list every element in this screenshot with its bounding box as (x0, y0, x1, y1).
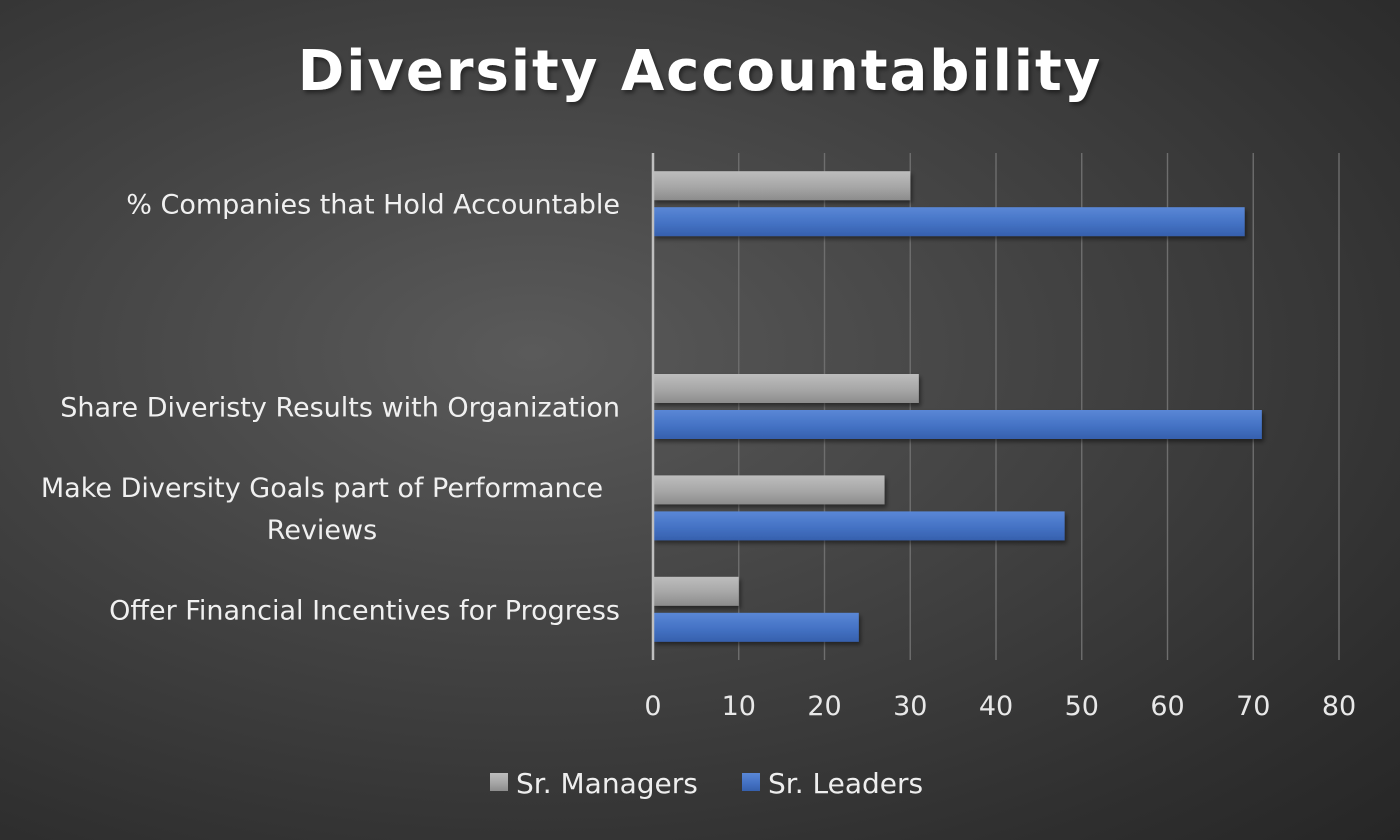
x-tick-label: 0 (644, 691, 661, 722)
category-label: Offer Financial Incentives for Progress (109, 595, 620, 626)
bar-sr-managers (653, 475, 885, 505)
bar-sr-managers (653, 171, 911, 201)
category-label-line: Offer Financial Incentives for Progress (109, 595, 620, 626)
bar-sr-leaders (653, 207, 1245, 237)
x-tick-label: 60 (1150, 691, 1184, 722)
category-label: % Companies that Hold Accountable (126, 190, 620, 221)
x-tick-label: 50 (1065, 691, 1099, 722)
category-labels: % Companies that Hold Accountable Share D… (41, 190, 620, 627)
bar-sr-managers (653, 374, 919, 403)
category-label-line: Make Diversity Goals part of Performance (41, 473, 603, 504)
legend-label: Sr. Managers (516, 767, 698, 800)
bar-sr-leaders (653, 410, 1262, 439)
legend-swatch (490, 773, 508, 791)
bar-sr-leaders (653, 612, 859, 642)
category-label: Share Diveristy Results with Organizatio… (60, 393, 620, 424)
legend: Sr. Managers Sr. Leaders (490, 767, 923, 800)
x-tick-label: 40 (979, 691, 1013, 722)
chart-title: Diversity Accountability (298, 39, 1103, 104)
category-label-line: % Companies that Hold Accountable (126, 190, 620, 221)
gridlines (738, 153, 1340, 660)
category-label-line: Reviews (267, 515, 377, 546)
bar-sr-managers (653, 576, 739, 606)
x-tick-labels: 0 10 20 30 40 50 60 70 80 (644, 691, 1356, 722)
x-tick-label: 80 (1322, 691, 1356, 722)
legend-swatch (742, 773, 760, 791)
legend-label: Sr. Leaders (768, 767, 923, 800)
bar-sr-leaders (653, 511, 1065, 541)
category-label-line: Share Diveristy Results with Organizatio… (60, 393, 620, 424)
x-tick-label: 10 (722, 691, 756, 722)
bars (653, 171, 1262, 642)
x-tick-label: 20 (807, 691, 841, 722)
category-label: Make Diversity Goals part of Performance… (41, 473, 603, 546)
x-tick-label: 30 (893, 691, 927, 722)
x-tick-label: 70 (1236, 691, 1270, 722)
